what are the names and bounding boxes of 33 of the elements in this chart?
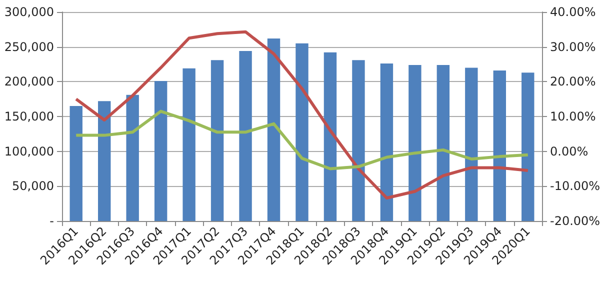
line-series [74, 30, 530, 200]
bar [352, 60, 365, 221]
y-tick-label: 50,000 [12, 179, 54, 194]
y-tick-label: 200,000 [4, 74, 54, 89]
bar [126, 94, 139, 221]
bar [239, 51, 252, 221]
y2-tick-label: 30.00% [550, 40, 596, 54]
y-tick-label: 250,000 [4, 40, 54, 54]
bar [493, 70, 506, 221]
y2-tick-label: 10.00% [550, 110, 596, 124]
line-series [74, 110, 530, 170]
bar [210, 60, 224, 221]
bar [408, 64, 422, 221]
y2-tick-label: -20.00% [550, 214, 600, 228]
bar [522, 72, 534, 221]
y2-tick-label: -10.00% [550, 179, 600, 194]
bar [324, 52, 337, 221]
bar [267, 38, 280, 221]
bar [154, 80, 168, 221]
y-tick-label: 100,000 [4, 144, 54, 158]
bar [70, 106, 82, 221]
bar [465, 68, 478, 221]
bar [380, 64, 394, 221]
bar [98, 101, 111, 221]
y-tick-label: - [50, 214, 54, 228]
y2-tick-label: 20.00% [550, 74, 596, 89]
y2-tick-label: 0.00% [550, 144, 588, 158]
y2-tick-label: 40.00% [550, 5, 596, 19]
bar [436, 64, 450, 221]
bar [296, 43, 308, 221]
y-tick-label: 150,000 [4, 110, 54, 124]
bar [182, 68, 196, 221]
y-tick-label: 300,000 [4, 5, 54, 19]
